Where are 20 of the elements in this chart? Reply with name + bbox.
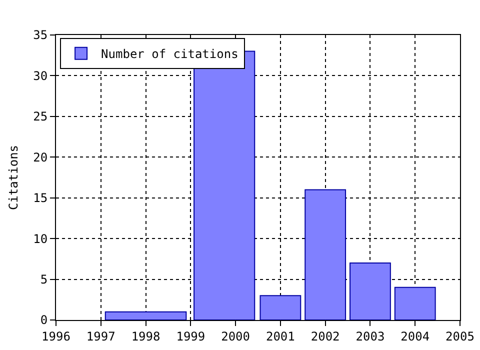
x-tick-label: 1997 — [86, 329, 116, 344]
y-tick-label: 0 — [40, 313, 48, 328]
x-tick-label: 2005 — [446, 329, 474, 344]
x-tick-label: 1998 — [131, 329, 160, 344]
y-tick-label: 25 — [33, 110, 48, 124]
x-tick-label: 2001 — [266, 329, 295, 344]
y-tick-label: 35 — [33, 28, 48, 42]
x-tick-label: 2003 — [356, 329, 385, 344]
x-tick-label: 2004 — [400, 329, 430, 344]
y-tick-label: 15 — [33, 191, 48, 206]
y-axis-title: Citations — [6, 144, 20, 210]
x-tick-label: 2002 — [310, 329, 340, 344]
y-tick-label: 20 — [33, 150, 48, 164]
y-tick-label: 10 — [33, 232, 48, 246]
y-tick-label: 5 — [40, 272, 48, 286]
x-tick-label: 2000 — [221, 329, 250, 344]
x-tick-label: 1996 — [42, 329, 70, 344]
legend-label: Number of citations — [101, 47, 238, 62]
x-tick-label: 1999 — [176, 329, 206, 344]
y-tick-label: 30 — [33, 68, 48, 83]
